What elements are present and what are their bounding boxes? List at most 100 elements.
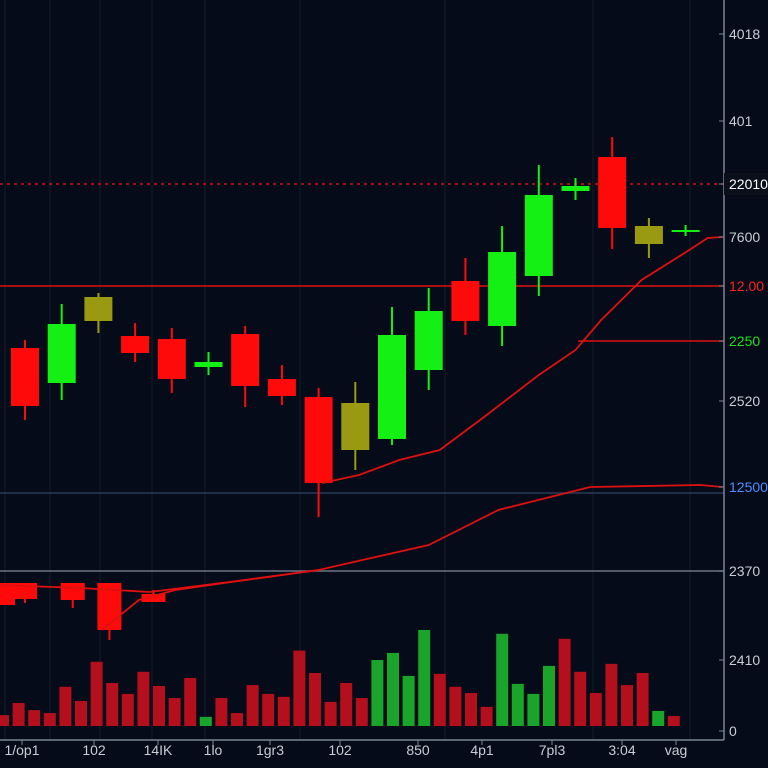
volume-bar xyxy=(496,633,509,726)
x-tick-label: 1gr3 xyxy=(256,742,284,758)
volume-bar xyxy=(371,660,384,726)
x-tick-label: 102 xyxy=(82,742,106,758)
candle-body xyxy=(121,336,150,353)
candle-body xyxy=(60,583,85,600)
volume-bar xyxy=(184,677,197,726)
candle-body xyxy=(378,335,406,439)
volume-bar xyxy=(75,700,87,726)
candle-body xyxy=(11,348,39,406)
y-tick-label: 4018 xyxy=(729,26,760,42)
candle-body xyxy=(304,397,333,483)
volume-bar xyxy=(355,698,368,726)
volume-bar xyxy=(402,675,415,726)
volume-bar xyxy=(652,710,665,726)
y-tick-label: 2370 xyxy=(729,563,760,579)
volume-bar xyxy=(12,703,25,726)
candle-body xyxy=(598,157,627,228)
candle-body xyxy=(524,195,553,276)
volume-bar xyxy=(90,661,103,726)
volume-bar xyxy=(43,713,56,726)
volume-bar xyxy=(511,683,524,726)
x-tick-label: 102 xyxy=(328,742,352,758)
candle-body xyxy=(47,324,76,383)
volume-bar xyxy=(199,716,212,726)
volume-bar xyxy=(480,706,493,726)
candle-body xyxy=(84,297,113,321)
y-tick-label: 2520 xyxy=(729,393,760,409)
volume-bar xyxy=(137,671,150,726)
candle-body xyxy=(414,311,443,370)
axes xyxy=(0,0,725,741)
y-tick-label: 2250 xyxy=(729,333,760,349)
ma-lower-line xyxy=(101,569,319,631)
volume-bar xyxy=(215,698,228,726)
x-tick-label: 4p1 xyxy=(470,742,494,758)
volume-bar xyxy=(433,673,446,726)
x-tick-label: 1lo xyxy=(204,742,223,758)
volume-bar xyxy=(387,652,399,726)
volume-bar xyxy=(168,698,181,726)
volume-bar xyxy=(605,663,618,726)
candle-body xyxy=(157,339,186,379)
x-tick-label: 7pl3 xyxy=(539,742,566,758)
candle-body xyxy=(671,230,700,232)
x-tick-label: 14IK xyxy=(144,742,173,758)
volume-bar xyxy=(153,685,165,726)
volume-bar xyxy=(121,693,134,726)
volume-bar xyxy=(0,715,9,726)
volume-bar xyxy=(246,685,259,726)
candle-body xyxy=(561,186,590,191)
moving-averages xyxy=(0,236,723,631)
volume-bar xyxy=(324,701,337,726)
candle-body xyxy=(267,379,296,396)
candles xyxy=(11,137,700,517)
lower-candles xyxy=(0,583,166,640)
volume-bar xyxy=(667,715,680,726)
volume-bar xyxy=(465,693,477,726)
candle-body xyxy=(341,403,370,450)
volume-bars xyxy=(0,629,680,726)
volume-bar xyxy=(106,682,119,726)
candle-body xyxy=(231,334,260,386)
volume-bar xyxy=(340,682,353,726)
candle-body xyxy=(488,252,517,326)
x-tick-label: 3:04 xyxy=(608,742,635,758)
volume-bar xyxy=(231,713,243,726)
volume-bar xyxy=(309,672,321,726)
candle-body xyxy=(634,226,663,244)
volume-bar xyxy=(293,650,306,726)
volume-bar xyxy=(589,693,602,726)
volume-bar xyxy=(277,696,290,726)
y-tick-label: 7600 xyxy=(729,229,760,245)
candle-body xyxy=(451,281,480,321)
volume-bar xyxy=(543,665,555,726)
candle-body xyxy=(141,594,166,602)
y-tick-label: 12500 xyxy=(729,479,768,495)
volume-bar xyxy=(449,686,462,726)
y-tick-label: 0 xyxy=(729,723,737,739)
volume-bar xyxy=(262,693,275,726)
ma-fast-line xyxy=(322,236,723,484)
volume-bar xyxy=(621,685,633,726)
x-tick-label: vag xyxy=(665,742,688,758)
volume-bar xyxy=(558,638,571,726)
x-tick-label: 850 xyxy=(406,742,430,758)
volume-bar xyxy=(418,629,431,726)
x-tick-label: 1/op1 xyxy=(4,742,39,758)
price-tag-background xyxy=(724,173,768,195)
volume-bar xyxy=(636,672,649,726)
volume-bar xyxy=(59,686,72,726)
y-tick-label: 12.00 xyxy=(729,278,764,294)
candle-body xyxy=(0,583,15,605)
volume-bar xyxy=(574,671,587,726)
y-tick-label: 401 xyxy=(729,113,753,129)
ma-slow-line xyxy=(0,484,723,593)
y-tick-label: 2410 xyxy=(729,652,760,668)
y-tick-label: 22010 xyxy=(729,176,768,192)
x-axis-labels: 1/op1 102 14IK 1lo 1gr3 102 850 4p1 7pl3 3:04 vag xyxy=(4,740,687,758)
y-axis-labels: 4018 401 22010 7600 12.00 2250 2520 12500 2370 24… xyxy=(719,26,768,739)
candle-body xyxy=(194,362,223,367)
volume-bar xyxy=(28,710,41,726)
volume-bar xyxy=(527,693,540,726)
